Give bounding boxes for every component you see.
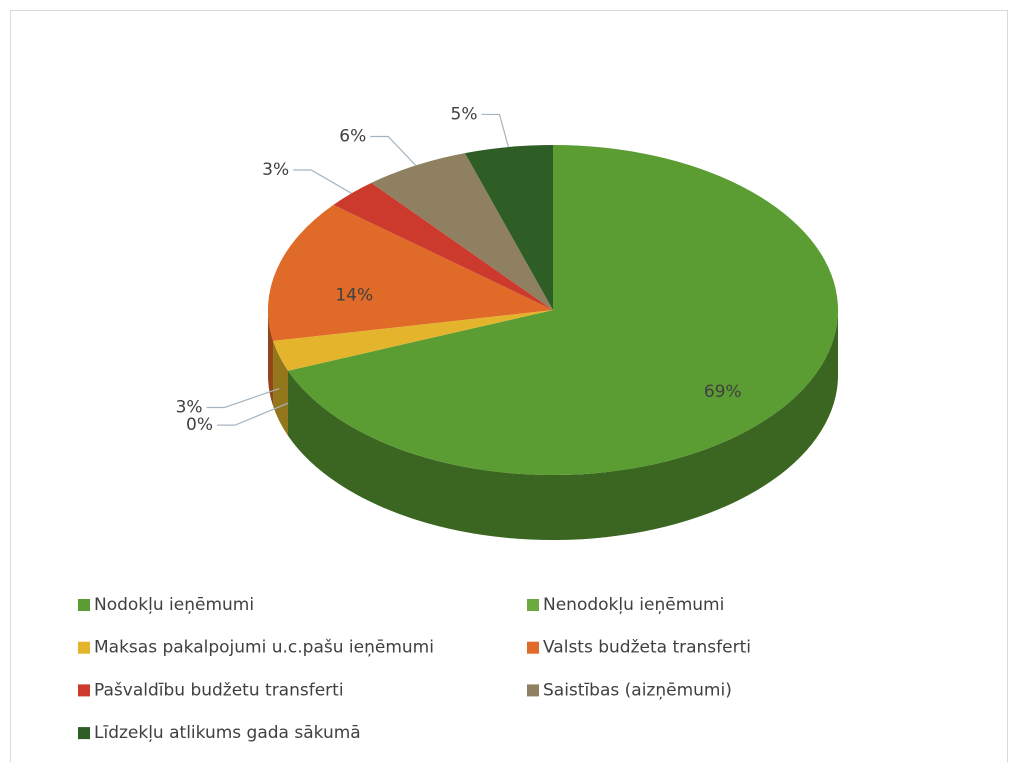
- slice: [371, 153, 553, 310]
- data-label: 69%: [704, 382, 742, 402]
- legend-label: Nenodokļu ieņēmumi: [543, 595, 724, 615]
- legend-swatch: [78, 599, 90, 611]
- data-label: 5%: [451, 104, 478, 124]
- leader-line: [481, 113, 509, 148]
- legend-swatch: [527, 599, 539, 611]
- leader-line: [217, 402, 289, 426]
- data-label: 0%: [186, 415, 213, 435]
- data-label: 3%: [176, 397, 203, 417]
- slice: [268, 204, 553, 341]
- leader-line: [370, 135, 417, 166]
- legend-label: Maksas pakalpojumi u.c.pašu ieņēmumi: [94, 638, 434, 658]
- leader-line: [293, 169, 352, 194]
- data-label: 14%: [335, 285, 373, 305]
- chart-frame: [10, 10, 1008, 762]
- legend-label: Pašvaldību budžetu transferti: [94, 680, 344, 700]
- legend-swatch: [78, 727, 90, 740]
- slice-side-shade: [288, 310, 839, 541]
- legend-swatch: [527, 684, 539, 697]
- legend-label: Līdzekļu atlikums gada sākumā: [94, 723, 361, 743]
- legend-label: Nodokļu ieņēmumi: [94, 595, 254, 615]
- legend-swatch: [527, 641, 539, 654]
- legend-swatch: [78, 684, 90, 697]
- slice-side-shade: [273, 340, 289, 436]
- legend-swatch: [78, 641, 90, 654]
- data-label: 6%: [339, 126, 366, 146]
- legend-label: Saistības (aizņēmumi): [543, 680, 732, 700]
- slice-side-shade: [268, 310, 274, 406]
- legend-label: Valsts budžeta transferti: [543, 638, 751, 658]
- data-label: 3%: [262, 160, 289, 180]
- slice: [333, 182, 553, 310]
- slice: [288, 145, 839, 475]
- slice-side: [268, 310, 274, 406]
- slice-side: [288, 310, 839, 541]
- slice-side: [273, 340, 289, 436]
- leader-line: [206, 387, 280, 409]
- slice: [464, 145, 553, 310]
- slice: [273, 310, 553, 371]
